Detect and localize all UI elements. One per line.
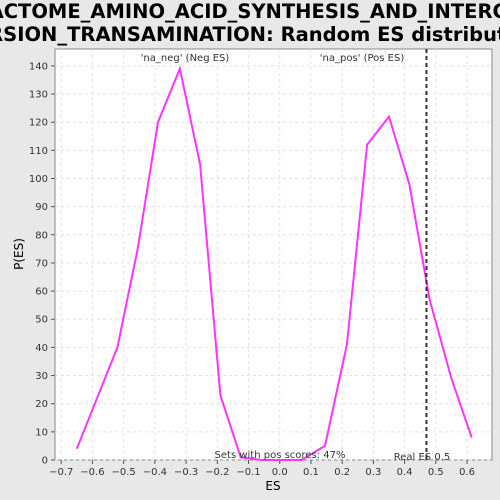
x-tick-label: −0.4: [143, 467, 167, 478]
y-tick-label: 90: [35, 202, 48, 213]
x-tick-label: −0.2: [205, 467, 229, 478]
x-tick-label: −0.6: [80, 467, 104, 478]
grid-lines: [55, 49, 492, 461]
y-tick-label: 40: [35, 343, 48, 354]
x-tick-label: 0.1: [303, 467, 319, 478]
x-tick-label: 0.6: [459, 467, 475, 478]
y-tick-label: 60: [35, 287, 48, 298]
y-tick-label: 10: [35, 427, 48, 438]
x-axis: −0.7 −0.6 −0.5 −0.4 −0.3 −0.2 −0.1 0.0 0.1 0.2 0.3…: [49, 460, 475, 478]
x-tick-label: 0.5: [428, 467, 444, 478]
x-tick-label: −0.3: [174, 467, 198, 478]
chart-title-line-1: REACTOME_AMINO_ACID_SYNTHESIS_AND_INTERC…: [0, 0, 500, 23]
series-layer: [75, 65, 473, 461]
x-tick-label: 0.0: [272, 467, 288, 478]
y-tick-label: 110: [29, 146, 48, 157]
plot-area: [54, 48, 493, 461]
real-es-label: Real ES 0.5: [394, 452, 450, 463]
y-axis-label: P(ES): [12, 238, 26, 270]
x-tick-label: 0.4: [397, 467, 413, 478]
neg-es-label: 'na_neg' (Neg ES): [141, 53, 230, 64]
es-distribution-line: [75, 65, 473, 461]
y-tick-label: 100: [29, 174, 48, 185]
y-tick-label: 120: [29, 118, 48, 129]
x-tick-label: −0.1: [236, 467, 260, 478]
y-tick-label: 130: [29, 90, 48, 101]
chart-title-line-2: VERSION_TRANSAMINATION: Random ES distri…: [0, 23, 500, 46]
x-tick-label: −0.5: [112, 467, 136, 478]
x-tick-label: 0.2: [334, 467, 350, 478]
y-tick-label: 30: [35, 371, 48, 382]
x-tick-label: 0.3: [365, 467, 381, 478]
y-tick-label: 70: [35, 258, 48, 269]
y-tick-label: 0: [42, 456, 48, 467]
pos-es-label: 'na_pos' (Pos ES): [320, 53, 405, 64]
y-tick-label: 80: [35, 230, 48, 241]
y-tick-label: 140: [29, 61, 48, 72]
x-tick-label: −0.7: [49, 467, 73, 478]
y-tick-label: 20: [35, 399, 48, 410]
pos-scores-label: Sets with pos scores: 47%: [215, 450, 346, 461]
y-axis: 0 10 20 30 40 50 60 70 80 90 100 110 120 130 140: [29, 61, 55, 467]
x-axis-label: ES: [265, 479, 280, 493]
y-tick-label: 50: [35, 315, 48, 326]
